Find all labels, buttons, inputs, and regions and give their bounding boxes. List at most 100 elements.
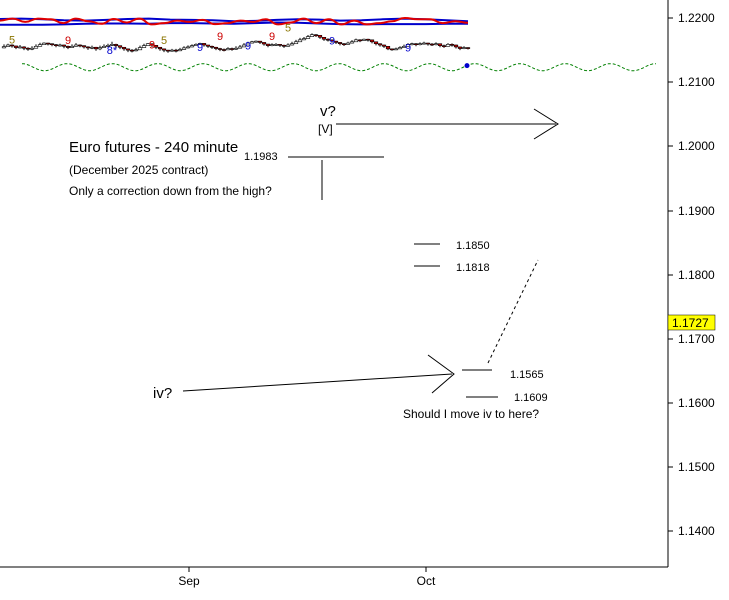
candle-body <box>305 36 311 39</box>
candle-body <box>125 48 131 51</box>
candle-body <box>129 49 135 52</box>
v-arrow-head <box>533 108 559 140</box>
candle-body <box>373 41 379 45</box>
candle-body <box>461 47 467 49</box>
y-tick-label: 1.1600 <box>678 396 715 410</box>
candle-body <box>357 39 363 42</box>
annotation-1609: 1.1609 <box>514 392 548 404</box>
indicator-oscillator <box>0 16 469 26</box>
annotation-v: v? <box>320 103 336 120</box>
y-tick-label: 1.1500 <box>678 460 715 474</box>
candle-body <box>213 46 219 49</box>
wave-label: 9 <box>329 36 335 48</box>
candle-body <box>309 34 315 37</box>
candle-body <box>277 44 283 46</box>
x-tick-label: Sep <box>178 574 200 588</box>
annotation-1850: 1.1850 <box>456 240 490 252</box>
annotation-1565: 1.1565 <box>510 369 544 381</box>
iv-arrow-line <box>182 373 453 392</box>
wave-label: 5 <box>161 35 167 47</box>
candle-body <box>217 48 223 50</box>
candle-body <box>161 48 167 51</box>
candle-body <box>233 47 239 50</box>
y-tick-label: 1.2200 <box>678 11 715 25</box>
candle-body <box>121 46 127 50</box>
candle-body <box>437 43 443 46</box>
cycle-marker-dot <box>464 63 470 69</box>
candle-body <box>449 44 455 46</box>
candle-body <box>285 44 291 47</box>
candle-body <box>369 39 375 43</box>
candle-body <box>353 39 359 43</box>
candle-body <box>329 39 335 42</box>
candle-body <box>441 45 447 47</box>
wave-label: 9 <box>65 35 71 47</box>
candle-body <box>149 43 155 46</box>
iv-arrow-head <box>427 354 455 394</box>
candle-body <box>289 43 295 46</box>
candle-body <box>237 46 243 49</box>
candle-body <box>325 38 331 41</box>
candle-body <box>389 48 395 51</box>
candle-body <box>397 47 403 50</box>
annotation-1983: 1.1983 <box>244 151 278 163</box>
candle-body <box>173 49 179 52</box>
y-tick-label: 1.2100 <box>678 75 715 89</box>
wave-label: 9 <box>217 31 223 43</box>
candle-body <box>105 45 111 47</box>
candle-body <box>457 46 463 49</box>
candle-body <box>137 47 143 51</box>
candle-body <box>381 44 387 47</box>
candle-body <box>429 43 435 46</box>
projected-path <box>487 259 539 364</box>
candle-body <box>157 46 163 50</box>
chart-subtitle: (December 2025 contract) <box>69 163 208 177</box>
candle-body <box>89 46 95 49</box>
candle-body <box>261 42 267 45</box>
candle-body <box>361 38 367 41</box>
bottom-cycle-indicator <box>22 63 656 72</box>
candle-body <box>317 35 323 38</box>
candle-body <box>385 45 391 50</box>
candle-body <box>205 44 211 47</box>
candle-body <box>117 45 123 48</box>
last-price-label: 1.1727 <box>672 316 709 330</box>
candle-body <box>345 42 351 45</box>
candle-body <box>189 45 195 48</box>
candlestick-series <box>1 33 471 53</box>
candle-body <box>97 47 103 50</box>
x-tick-label: Oct <box>417 574 436 588</box>
candle-body <box>133 49 139 52</box>
candle-body <box>65 45 71 48</box>
candle-body <box>433 43 439 46</box>
annotation-iv: iv? <box>153 385 172 402</box>
candle-body <box>25 47 31 50</box>
candle-body <box>13 45 19 48</box>
candle-body <box>209 45 215 48</box>
y-tick-label: 1.2000 <box>678 139 715 153</box>
candle-body <box>185 46 191 49</box>
candle-body <box>113 44 119 46</box>
candle-body <box>337 42 343 45</box>
candle-body <box>41 42 47 45</box>
annotation-question: Should I move iv to here? <box>403 407 539 421</box>
candle-body <box>465 47 471 49</box>
candle-body <box>21 46 27 49</box>
candle-body <box>421 42 427 45</box>
wave-label: 9 <box>245 41 251 53</box>
y-axis-ticks: 1.2200 1.2100 1.2000 1.1900 1.1800 1.170… <box>668 11 715 538</box>
candle-body <box>377 43 383 46</box>
candle-body <box>257 40 263 43</box>
y-tick-label: 1.1900 <box>678 204 715 218</box>
candle-body <box>249 41 255 44</box>
candle-body <box>281 45 287 47</box>
candle-body <box>81 45 87 48</box>
candle-body <box>229 48 235 50</box>
candle-body <box>349 41 355 44</box>
candle-body <box>405 44 411 47</box>
candle-body <box>193 44 199 46</box>
candle-body <box>265 43 271 46</box>
candle-body <box>425 42 431 45</box>
